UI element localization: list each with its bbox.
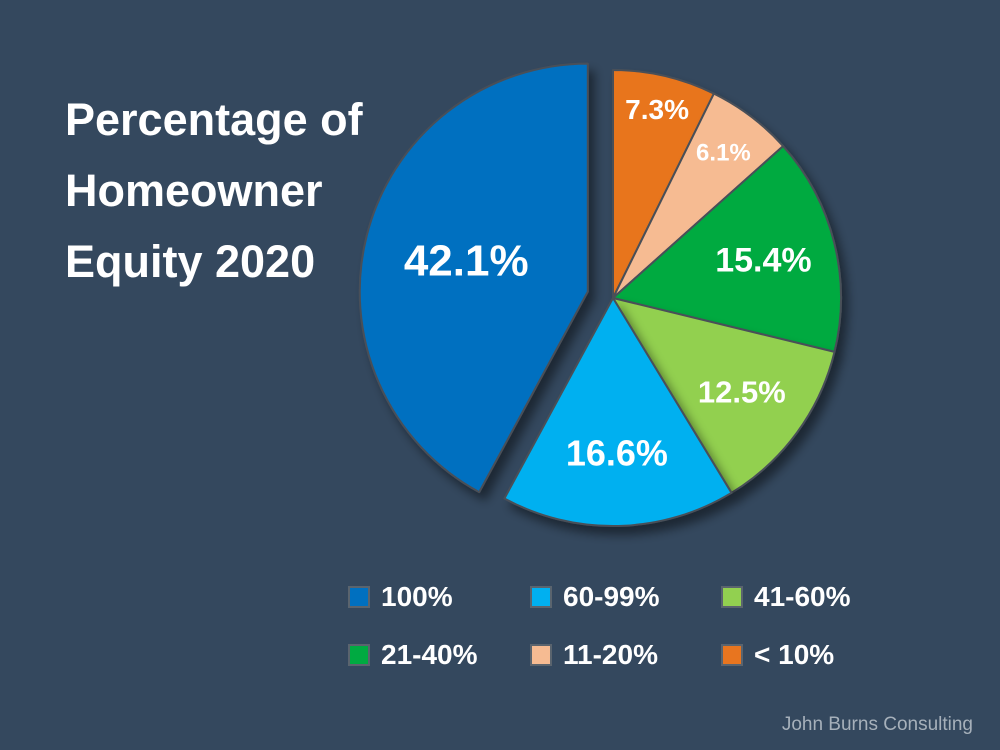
slice-value-label: 6.1%: [696, 139, 751, 166]
slice-value-label: 7.3%: [625, 94, 689, 125]
pie-slice-4160: [612, 297, 836, 494]
slice-value-label: 15.4%: [715, 241, 811, 279]
legend-swatch-lt-10: [721, 644, 743, 666]
legend-swatch-60-99: [530, 586, 552, 608]
slice-value-label: 42.1%: [404, 236, 529, 285]
chart-title-line-3: Equity 2020: [65, 236, 316, 287]
pie-slice-10: [612, 69, 715, 299]
pie-slice-6099: [503, 297, 733, 528]
chart-title-line-1: Percentage of: [65, 94, 363, 145]
slice-value-label: 16.6%: [566, 433, 668, 474]
chart-title-line-2: Homeowner: [65, 165, 323, 216]
legend-swatch-21-40: [348, 644, 370, 666]
legend-label-21-40: 21-40%: [381, 639, 478, 670]
legend-label-lt-10: < 10%: [754, 639, 835, 670]
legend-swatch-11-20: [530, 644, 552, 666]
legend-item-41-60: 41-60%: [721, 581, 851, 613]
chart-title: Percentage of Homeowner Equity 2020: [65, 84, 363, 297]
legend-label-100: 100%: [381, 581, 453, 612]
legend-label-41-60: 41-60%: [754, 581, 851, 612]
slice-value-label: 12.5%: [698, 375, 786, 410]
legend-item-21-40: 21-40%: [348, 639, 478, 671]
pie-slice-labels: 7.3% 6.1% 15.4% 12.5% 16.6% 42.1%: [404, 94, 812, 474]
legend-label-60-99: 60-99%: [563, 581, 660, 612]
legend-swatch-100: [348, 586, 370, 608]
legend-item-100: 100%: [348, 581, 453, 613]
pie-slices: [358, 62, 842, 528]
pie-slice-100: [358, 62, 589, 494]
legend-swatch-41-60: [721, 586, 743, 608]
legend-item-11-20: 11-20%: [530, 639, 658, 671]
attribution: John Burns Consulting: [781, 714, 973, 735]
legend-item-60-99: 60-99%: [530, 581, 660, 613]
legend-item-lt-10: < 10%: [721, 639, 834, 671]
pie-slice-2140: [612, 145, 842, 353]
legend-label-11-20: 11-20%: [563, 639, 658, 670]
